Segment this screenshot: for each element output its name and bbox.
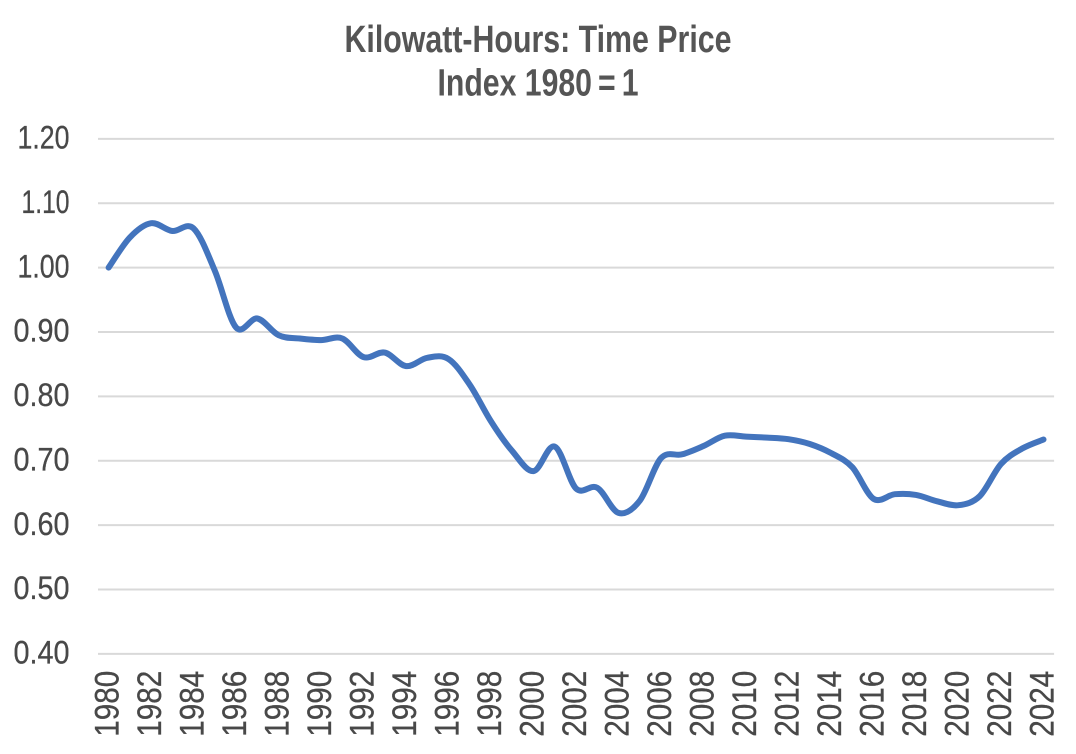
svg-text:2014: 2014 [811, 671, 849, 737]
svg-text:1.00: 1.00 [18, 248, 70, 284]
svg-text:0.90: 0.90 [14, 313, 70, 349]
svg-text:1986: 1986 [216, 671, 254, 737]
svg-text:1982: 1982 [131, 671, 169, 737]
svg-text:1984: 1984 [174, 671, 212, 737]
svg-text:2024: 2024 [1024, 671, 1062, 737]
svg-text:0.80: 0.80 [14, 377, 70, 413]
svg-text:Index 1980 = 1: Index 1980 = 1 [438, 63, 639, 105]
svg-text:2010: 2010 [726, 671, 764, 737]
svg-text:2012: 2012 [769, 671, 807, 737]
svg-text:0.40: 0.40 [14, 635, 70, 671]
svg-text:1.20: 1.20 [18, 120, 70, 156]
svg-text:1990: 1990 [301, 671, 339, 737]
svg-text:2020: 2020 [939, 671, 977, 737]
svg-text:1998: 1998 [471, 671, 509, 737]
svg-text:0.60: 0.60 [14, 506, 70, 542]
svg-text:2016: 2016 [854, 671, 892, 737]
svg-text:1988: 1988 [259, 671, 297, 737]
svg-text:2004: 2004 [599, 671, 637, 737]
svg-text:2006: 2006 [641, 671, 679, 737]
svg-text:2018: 2018 [896, 671, 934, 737]
svg-text:1980: 1980 [89, 671, 127, 737]
svg-text:1994: 1994 [386, 671, 424, 737]
svg-text:Kilowatt-Hours: Time Price: Kilowatt-Hours: Time Price [345, 19, 732, 61]
svg-text:2000: 2000 [514, 671, 552, 737]
svg-text:1.10: 1.10 [22, 184, 70, 220]
svg-text:2022: 2022 [981, 671, 1019, 737]
svg-text:2008: 2008 [684, 671, 722, 737]
svg-text:1996: 1996 [429, 671, 467, 737]
svg-text:0.70: 0.70 [14, 442, 70, 478]
svg-text:0.50: 0.50 [14, 570, 70, 606]
svg-text:2002: 2002 [556, 671, 594, 737]
svg-text:1992: 1992 [344, 671, 382, 737]
